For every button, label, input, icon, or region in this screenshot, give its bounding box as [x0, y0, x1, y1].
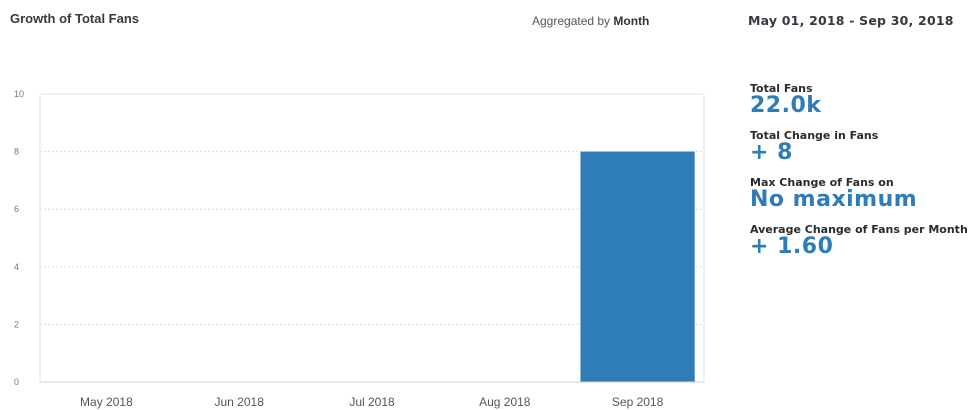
y-tick-label: 8: [14, 147, 19, 157]
stat-value: + 8: [750, 140, 793, 165]
stat-value: + 1.60: [750, 234, 834, 259]
stat-label: Total Change in Fans: [750, 129, 879, 142]
date-range-picker[interactable]: May 01, 2018 - Sep 30, 2018: [748, 13, 954, 28]
bar-sep-2018[interactable]: [580, 151, 695, 382]
chart-bars: [580, 151, 695, 382]
chart-axes: 0 2 4 6 8 10 May 2018 Jun 2018 Jul 2018 Aug 2018 S…: [14, 89, 705, 409]
stat-total-fans: Total Fans 22.0k: [750, 82, 974, 118]
stat-max-change: Max Change of Fans on No maximum: [750, 176, 974, 212]
y-tick-label: 4: [14, 262, 19, 272]
aggregation-selector[interactable]: Aggregated by Month: [532, 14, 649, 28]
stat-label: Total Fans: [750, 82, 813, 95]
x-tick-label: May 2018: [80, 395, 133, 409]
x-tick-label: Sep 2018: [612, 395, 664, 409]
x-tick-label: Jun 2018: [215, 395, 265, 409]
stat-average-change: Average Change of Fans per Month + 1.60: [750, 223, 974, 259]
aggregation-value: Month: [613, 14, 650, 28]
y-tick-label: 2: [14, 319, 19, 329]
stat-label: Max Change of Fans on: [750, 176, 894, 189]
y-tick-label: 6: [14, 204, 19, 214]
aggregation-prefix: Aggregated by: [532, 14, 611, 28]
x-tick-label: Jul 2018: [349, 395, 395, 409]
bar-chart: 0 2 4 6 8 10 May 2018 Jun 2018 Jul 2018 Aug 2018 S…: [14, 89, 705, 409]
stat-total-change: Total Change in Fans + 8: [750, 129, 974, 165]
y-tick-label: 10: [14, 89, 24, 99]
chart-title: Growth of Total Fans: [10, 11, 140, 26]
stats-panel: Total Fans 22.0k Total Change in Fans + …: [750, 82, 974, 272]
x-tick-label: Aug 2018: [479, 395, 531, 409]
stat-value: No maximum: [750, 187, 918, 212]
y-tick-label: 0: [14, 377, 19, 387]
stat-label: Average Change of Fans per Month: [750, 223, 968, 236]
stat-value: 22.0k: [750, 93, 822, 118]
